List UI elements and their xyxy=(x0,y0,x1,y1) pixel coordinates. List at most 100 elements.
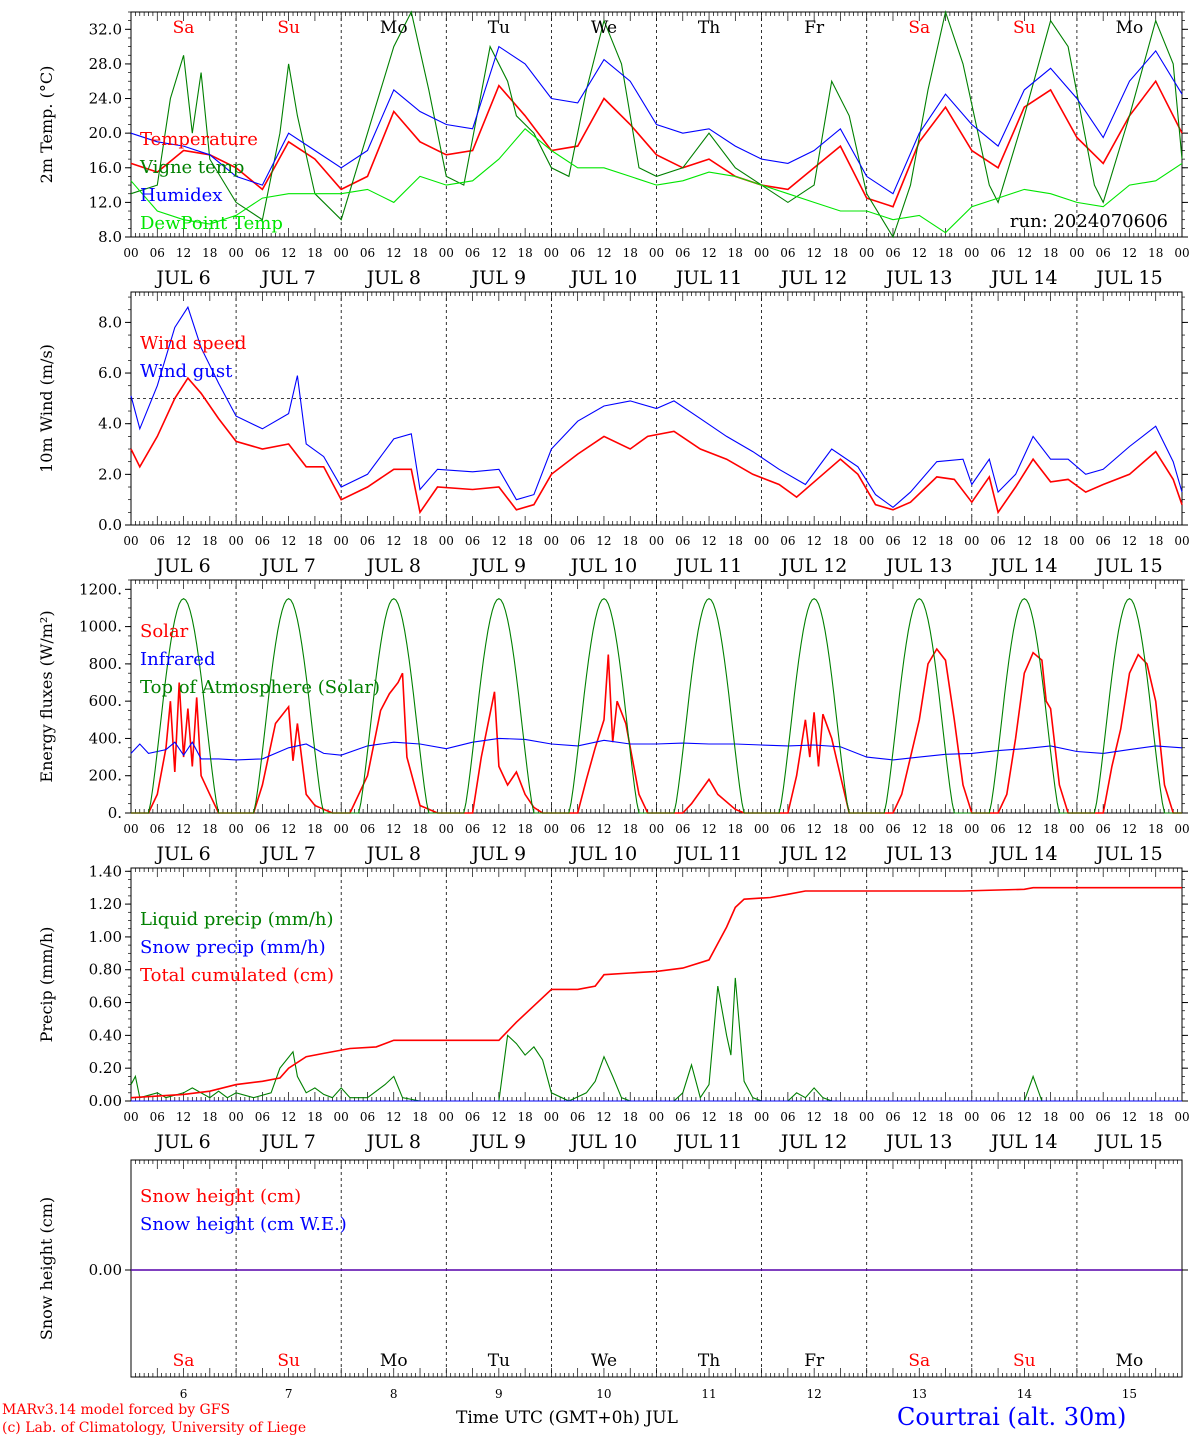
hour-tick-label: 18 xyxy=(833,1110,848,1124)
y-tick-label: 24.0 xyxy=(89,90,122,108)
y-tick-label: 0.80 xyxy=(89,961,122,979)
date-label: JUL 12 xyxy=(779,843,847,865)
day-number-label: 6 xyxy=(180,1387,188,1401)
chart-panel-1: 8.0 12.0 16.0 20.0 24.0 28.0 32.0 2m Temp. (°C)… xyxy=(37,9,1190,289)
day-of-week-label: We xyxy=(591,18,617,38)
day-of-week-label: Th xyxy=(698,18,720,38)
y-axis-label: Precip (mm/h) xyxy=(37,927,56,1043)
day-of-week-label: Sa xyxy=(908,1351,930,1371)
hour-tick-label: 12 xyxy=(596,534,611,548)
day-of-week-label: Mo xyxy=(1116,1351,1144,1371)
hour-tick-label: 06 xyxy=(780,246,795,260)
hour-tick-label: 06 xyxy=(150,1110,165,1124)
hour-tick-label: 00 xyxy=(1174,822,1189,836)
legend-label: Snow precip (mm/h) xyxy=(140,937,326,958)
hour-tick-label: 12 xyxy=(491,246,506,260)
date-label: JUL 11 xyxy=(674,1131,742,1153)
hour-tick-label: 00 xyxy=(334,1110,349,1124)
day-of-week-label: Su xyxy=(277,1351,300,1371)
date-label: JUL 10 xyxy=(569,555,637,577)
hour-tick-label: 06 xyxy=(465,1110,480,1124)
date-label: JUL 7 xyxy=(259,843,315,865)
y-axis-label: Energy fluxes (W/m²) xyxy=(37,610,56,782)
hour-tick-label: 18 xyxy=(938,822,953,836)
date-label: JUL 7 xyxy=(259,555,315,577)
hour-tick-label: 06 xyxy=(150,534,165,548)
hour-tick-label: 00 xyxy=(439,1110,454,1124)
hour-tick-label: 00 xyxy=(1069,1110,1084,1124)
y-tick-label: 1000. xyxy=(79,618,122,636)
hour-tick-label: 00 xyxy=(859,1110,874,1124)
hour-tick-label: 06 xyxy=(150,246,165,260)
hour-tick-label: 06 xyxy=(570,534,585,548)
hour-tick-label: 06 xyxy=(1096,534,1111,548)
hour-tick-label: 12 xyxy=(912,246,927,260)
hour-tick-label: 00 xyxy=(334,534,349,548)
hour-tick-label: 12 xyxy=(491,822,506,836)
hour-tick-label: 12 xyxy=(386,246,401,260)
date-label: JUL 9 xyxy=(470,267,526,289)
hour-tick-label: 00 xyxy=(123,1110,138,1124)
day-of-week-label: Tu xyxy=(488,18,510,38)
date-label: JUL 6 xyxy=(154,555,210,577)
hour-tick-label: 12 xyxy=(1122,1110,1137,1124)
hour-tick-label: 00 xyxy=(964,822,979,836)
legend-label: Solar xyxy=(140,621,189,642)
hour-tick-label: 06 xyxy=(255,822,270,836)
hour-tick-label: 00 xyxy=(1069,246,1084,260)
y-tick-label: 0.00 xyxy=(89,1092,122,1110)
hour-tick-label: 12 xyxy=(596,822,611,836)
date-label: JUL 14 xyxy=(989,1131,1057,1153)
date-label: JUL 7 xyxy=(259,267,315,289)
hour-tick-label: 00 xyxy=(334,822,349,836)
hour-tick-label: 12 xyxy=(176,1110,191,1124)
date-label: JUL 9 xyxy=(470,1131,526,1153)
hour-tick-label: 18 xyxy=(202,822,217,836)
date-label: JUL 6 xyxy=(154,267,210,289)
hour-tick-label: 12 xyxy=(807,822,822,836)
hour-tick-label: 00 xyxy=(754,822,769,836)
hour-tick-label: 00 xyxy=(544,822,559,836)
date-label: JUL 10 xyxy=(569,843,637,865)
series-line-total-cumulated-cm- xyxy=(130,886,1182,1099)
hour-tick-label: 18 xyxy=(517,822,532,836)
date-label: JUL 8 xyxy=(365,843,421,865)
hour-tick-label: 06 xyxy=(360,1110,375,1124)
hour-tick-label: 12 xyxy=(1122,534,1137,548)
hour-tick-label: 18 xyxy=(728,822,743,836)
y-tick-label: 16.0 xyxy=(89,159,122,177)
legend-label: Total cumulated (cm) xyxy=(140,965,334,986)
hour-tick-label: 12 xyxy=(596,1110,611,1124)
day-number-label: 7 xyxy=(285,1387,293,1401)
day-of-week-label: Su xyxy=(277,18,300,38)
hour-tick-label: 12 xyxy=(807,1110,822,1124)
series-line-wind-speed xyxy=(130,376,1183,515)
hour-tick-label: 18 xyxy=(307,534,322,548)
y-axis-label: 2m Temp. (°C) xyxy=(37,66,56,184)
hour-tick-label: 18 xyxy=(833,534,848,548)
chart-panel-5: 0.00 Snow height (cm) Snow height (cm) Snow… xyxy=(37,1159,1188,1401)
day-number-label: 8 xyxy=(390,1387,398,1401)
y-tick-label: 1200. xyxy=(79,580,122,598)
day-of-week-label: Fr xyxy=(804,1351,825,1371)
legend-label: Infrared xyxy=(140,649,215,670)
date-label: JUL 14 xyxy=(989,555,1057,577)
hour-tick-label: 00 xyxy=(123,246,138,260)
y-tick-label: 6.0 xyxy=(98,364,122,382)
legend-label: Liquid precip (mm/h) xyxy=(140,909,334,930)
legend-label: Humidex xyxy=(140,185,222,206)
hour-tick-label: 00 xyxy=(1174,246,1189,260)
date-label: JUL 12 xyxy=(779,555,847,577)
day-number-label: 12 xyxy=(807,1387,822,1401)
hour-tick-label: 00 xyxy=(754,246,769,260)
hour-tick-label: 18 xyxy=(307,246,322,260)
hour-tick-label: 12 xyxy=(281,246,296,260)
y-tick-label: 0.20 xyxy=(89,1059,122,1077)
hour-tick-label: 18 xyxy=(1043,822,1058,836)
hour-tick-label: 00 xyxy=(964,1110,979,1124)
day-number-label: 15 xyxy=(1122,1387,1137,1401)
day-of-week-label: Sa xyxy=(908,18,930,38)
hour-tick-label: 18 xyxy=(1148,534,1163,548)
hour-tick-label: 18 xyxy=(728,246,743,260)
